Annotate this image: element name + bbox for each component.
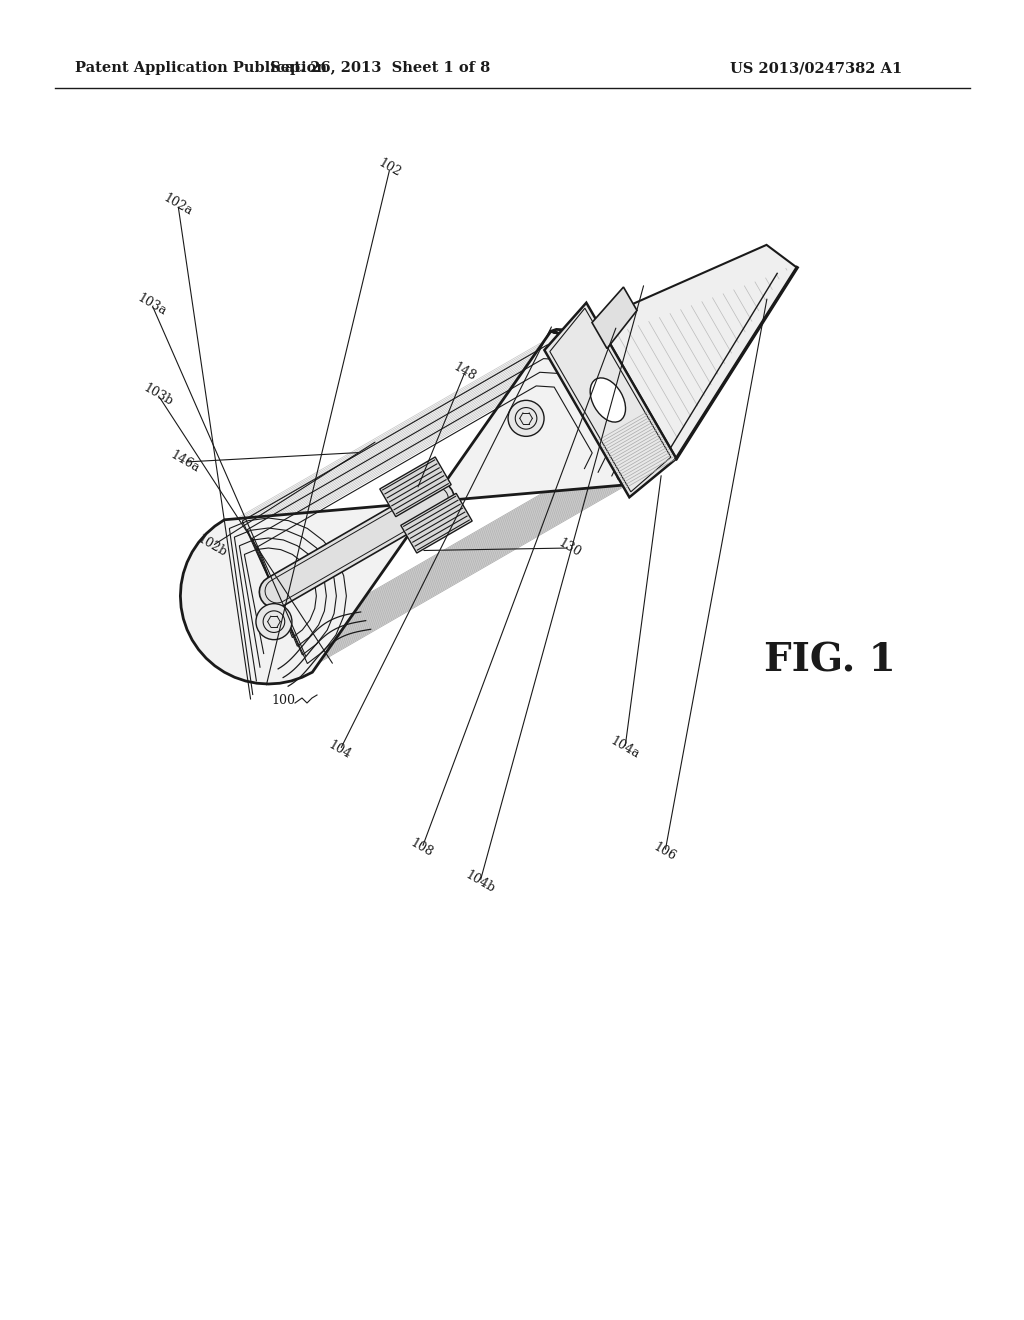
Polygon shape: [592, 286, 637, 348]
Polygon shape: [180, 330, 644, 684]
Text: 103a: 103a: [135, 292, 169, 318]
Ellipse shape: [590, 378, 626, 422]
Text: US 2013/0247382 A1: US 2013/0247382 A1: [730, 61, 902, 75]
Text: 103b: 103b: [141, 381, 175, 409]
Text: Patent Application Publication: Patent Application Publication: [75, 61, 327, 75]
Text: 102: 102: [377, 156, 403, 180]
Text: 104b: 104b: [463, 869, 498, 896]
Text: 148: 148: [452, 360, 478, 384]
Polygon shape: [596, 246, 797, 458]
Text: 106: 106: [651, 841, 679, 863]
Text: 130: 130: [556, 536, 584, 560]
Polygon shape: [400, 494, 472, 553]
Text: 102b: 102b: [195, 532, 229, 560]
Text: 104a: 104a: [608, 734, 642, 762]
Text: Sep. 26, 2013  Sheet 1 of 8: Sep. 26, 2013 Sheet 1 of 8: [270, 61, 490, 75]
Circle shape: [256, 603, 292, 640]
Polygon shape: [380, 457, 452, 516]
Circle shape: [508, 400, 544, 437]
Text: 102a: 102a: [161, 191, 195, 219]
Polygon shape: [259, 482, 454, 609]
Text: 100: 100: [271, 693, 295, 706]
Polygon shape: [545, 302, 676, 498]
Text: FIG. 1: FIG. 1: [764, 642, 896, 678]
Text: 146a: 146a: [168, 449, 202, 475]
Text: 104: 104: [327, 738, 353, 762]
Text: 108: 108: [409, 837, 435, 859]
